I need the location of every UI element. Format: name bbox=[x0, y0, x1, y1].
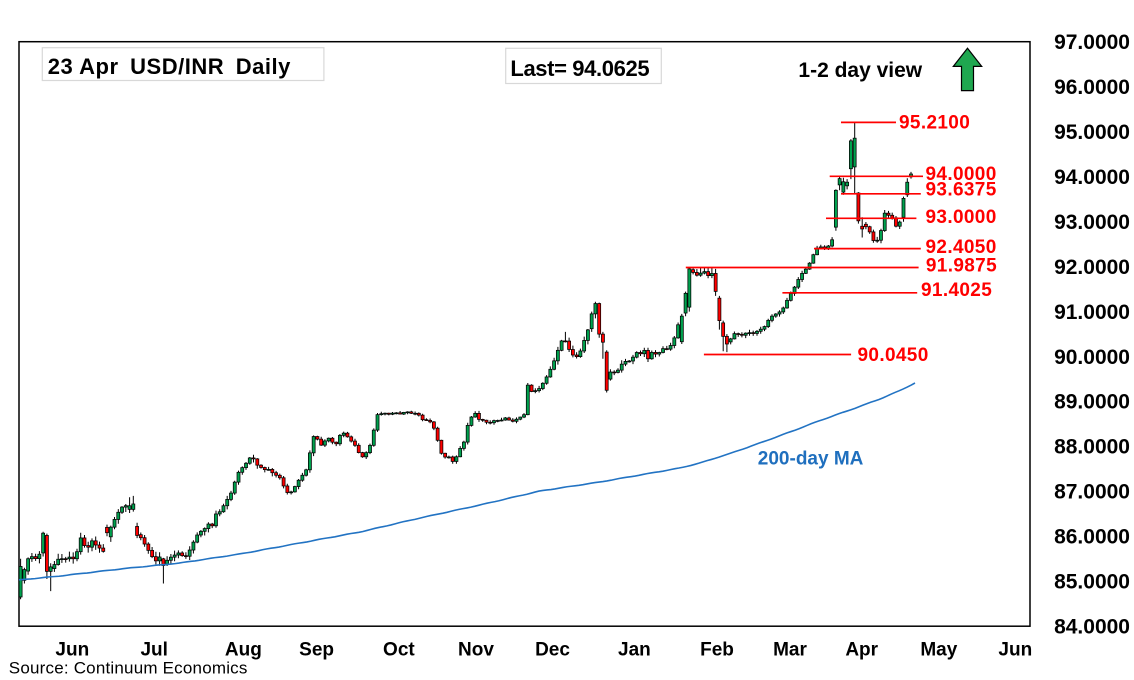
svg-text:Aug: Aug bbox=[225, 640, 262, 661]
svg-text:94.0000: 94.0000 bbox=[1054, 166, 1130, 189]
svg-text:Last= 94.0625: Last= 94.0625 bbox=[510, 56, 649, 81]
svg-text:Jun: Jun bbox=[55, 640, 89, 661]
svg-text:95.2100: 95.2100 bbox=[899, 113, 970, 134]
svg-text:Oct: Oct bbox=[383, 640, 415, 661]
svg-text:95.0000: 95.0000 bbox=[1054, 121, 1130, 144]
svg-text:Mar: Mar bbox=[773, 640, 807, 661]
svg-text:90.0450: 90.0450 bbox=[858, 345, 929, 366]
svg-text:Source: Continuum Economics: Source: Continuum Economics bbox=[9, 659, 248, 678]
svg-text:Apr: Apr bbox=[845, 640, 878, 661]
svg-text:Jul: Jul bbox=[140, 640, 167, 661]
svg-text:1-2 day view: 1-2 day view bbox=[798, 59, 922, 82]
svg-text:97.0000: 97.0000 bbox=[1054, 31, 1130, 54]
svg-text:May: May bbox=[920, 640, 957, 661]
svg-text:93.6375: 93.6375 bbox=[926, 180, 997, 201]
svg-text:Jan: Jan bbox=[618, 640, 651, 661]
svg-text:88.0000: 88.0000 bbox=[1054, 436, 1130, 459]
svg-text:96.0000: 96.0000 bbox=[1054, 76, 1130, 99]
svg-text:91.9875: 91.9875 bbox=[926, 256, 997, 277]
svg-text:91.0000: 91.0000 bbox=[1054, 301, 1130, 324]
svg-text:89.0000: 89.0000 bbox=[1054, 391, 1130, 414]
svg-text:92.4050: 92.4050 bbox=[926, 237, 997, 258]
svg-text:90.0000: 90.0000 bbox=[1054, 346, 1130, 369]
svg-text:Jun: Jun bbox=[998, 640, 1032, 661]
svg-text:Dec: Dec bbox=[535, 640, 570, 661]
svg-text:93.0000: 93.0000 bbox=[926, 207, 997, 228]
svg-text:94.0000: 94.0000 bbox=[926, 164, 997, 185]
svg-text:Feb: Feb bbox=[700, 640, 734, 661]
svg-text:84.0000: 84.0000 bbox=[1054, 615, 1130, 638]
svg-text:23 Apr USD/INR Daily: 23 Apr USD/INR Daily bbox=[48, 54, 291, 79]
svg-text:91.4025: 91.4025 bbox=[921, 280, 992, 301]
svg-text:200-day MA: 200-day MA bbox=[758, 449, 864, 470]
svg-text:86.0000: 86.0000 bbox=[1054, 526, 1130, 549]
svg-text:Nov: Nov bbox=[458, 640, 494, 661]
svg-text:87.0000: 87.0000 bbox=[1054, 481, 1130, 504]
svg-text:92.0000: 92.0000 bbox=[1054, 256, 1130, 279]
svg-text:85.0000: 85.0000 bbox=[1054, 571, 1130, 594]
svg-text:93.0000: 93.0000 bbox=[1054, 211, 1130, 234]
svg-text:Sep: Sep bbox=[299, 640, 334, 661]
